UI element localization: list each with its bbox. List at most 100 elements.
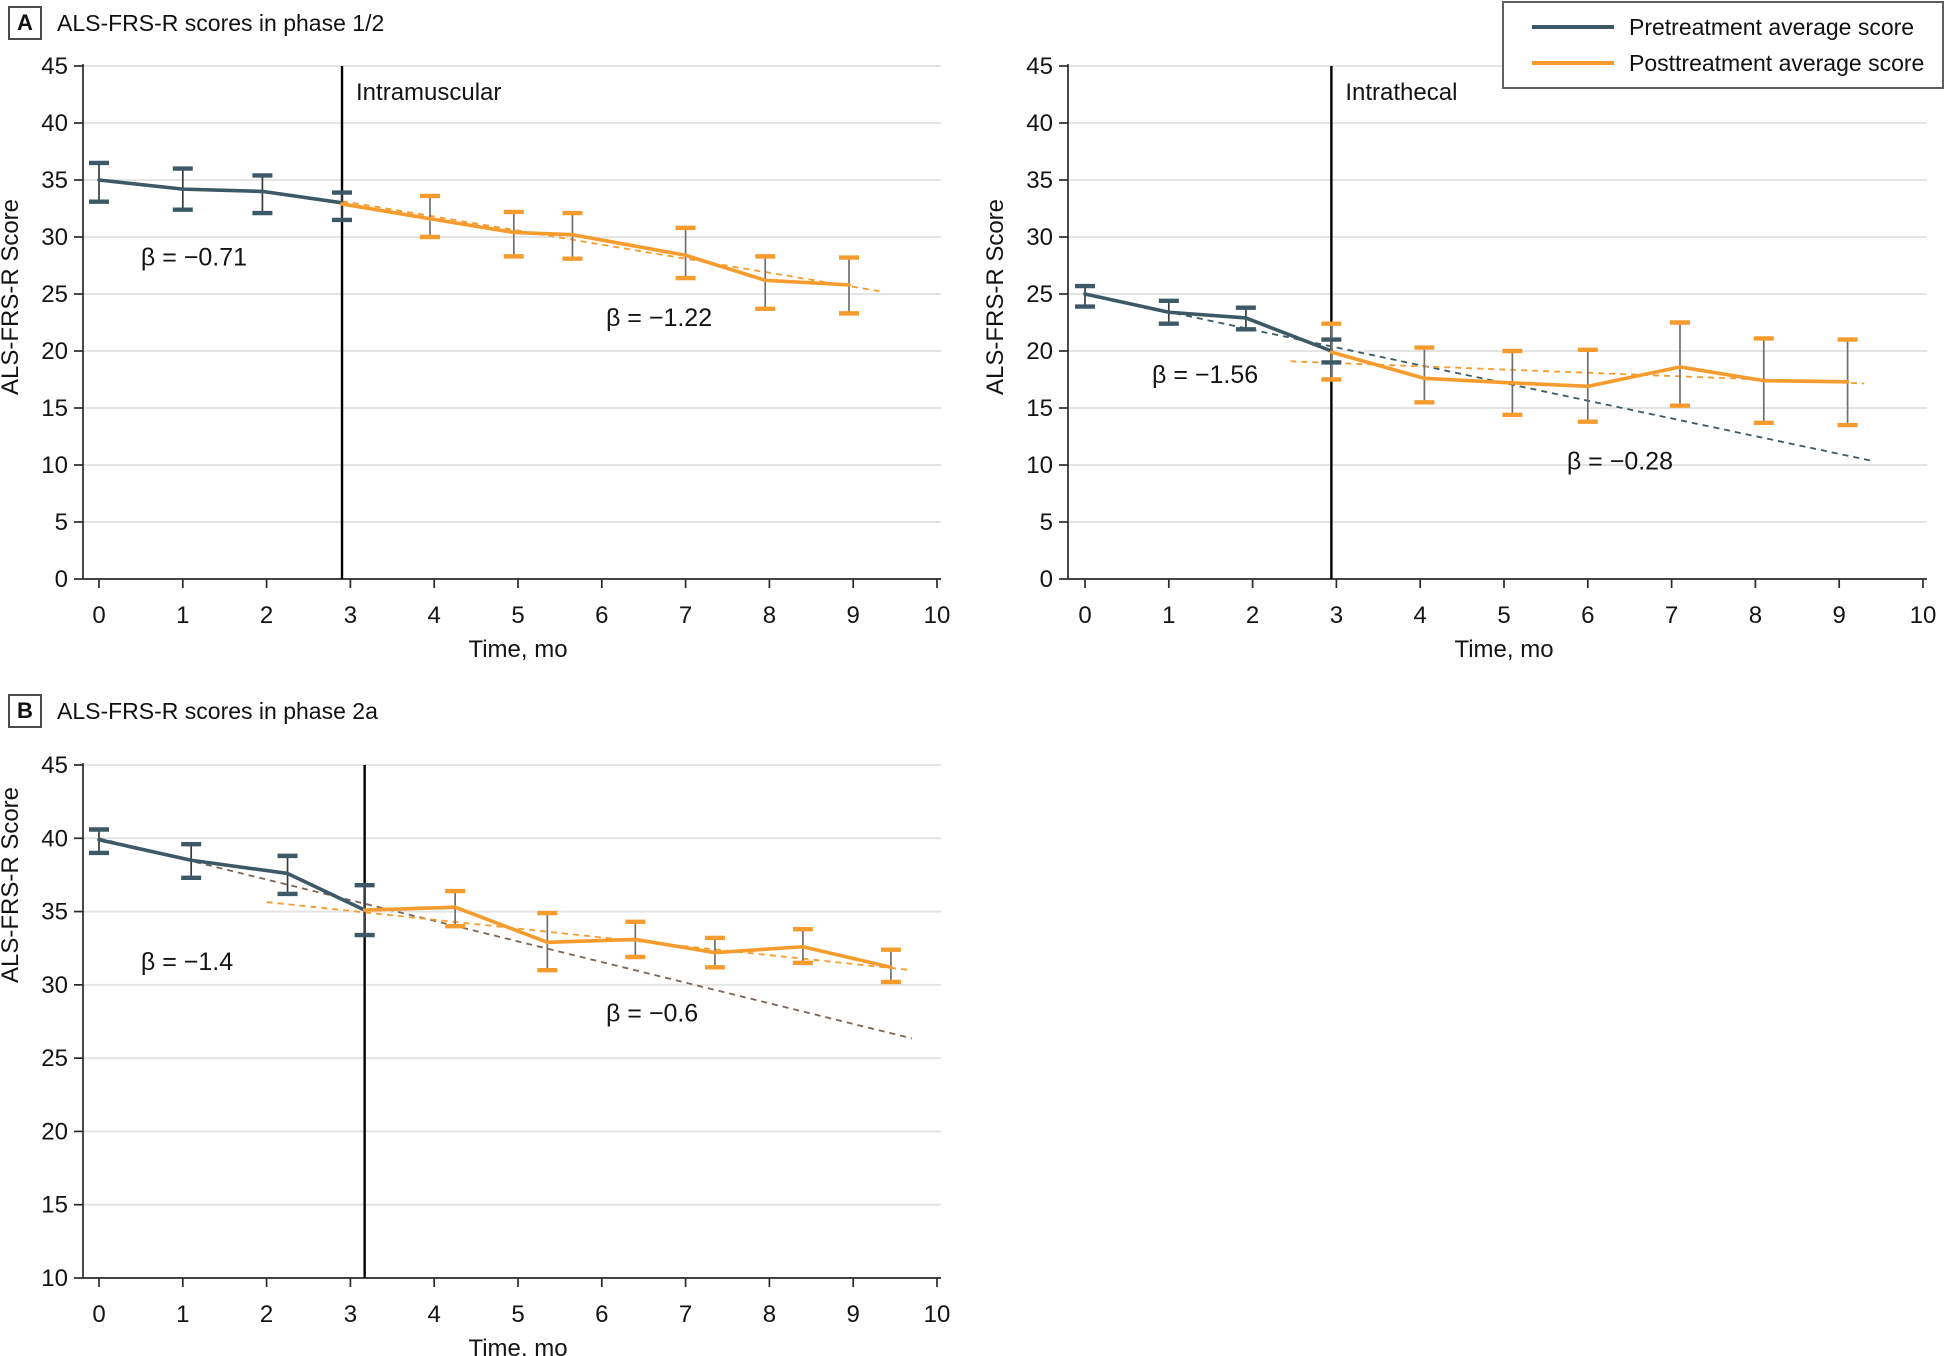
x-tick-label: 2 [1246, 602, 1259, 629]
x-tick-label: 1 [176, 1301, 189, 1328]
y-tick-label: 45 [41, 752, 68, 779]
beta-annotation: β = −1.56 [1152, 361, 1258, 389]
y-tick-label: 35 [41, 167, 68, 194]
y-tick-label: 15 [41, 395, 68, 422]
y-tick-label: 10 [1026, 452, 1053, 479]
x-tick-label: 6 [595, 1301, 608, 1328]
x-tick-label: 1 [1162, 602, 1175, 629]
x-tick-label: 7 [679, 602, 692, 629]
route-label: Intrathecal [1345, 79, 1457, 106]
y-tick-label: 30 [1026, 224, 1053, 251]
y-tick-label: 30 [41, 224, 68, 251]
y-tick-label: 30 [41, 972, 68, 999]
y-tick-label: 15 [41, 1192, 68, 1219]
y-tick-label: 25 [41, 281, 68, 308]
trend-line-post [266, 901, 912, 972]
panel-b-header: B ALS-FRS-R scores in phase 2a [8, 694, 378, 728]
y-tick-label: 10 [41, 1265, 68, 1292]
x-tick-label: 4 [428, 602, 441, 629]
y-tick-label: 20 [41, 338, 68, 365]
y-axis-title: ALS-FRS-R Score [0, 199, 24, 395]
x-axis-title: Time, mo [468, 636, 567, 663]
y-axis-title: ALS-FRS-R Score [0, 787, 24, 983]
y-tick-label: 35 [1026, 167, 1053, 194]
x-tick-label: 8 [763, 1301, 776, 1328]
beta-annotation: β = −0.6 [606, 1000, 698, 1028]
x-tick-label: 8 [763, 602, 776, 629]
route-label: Intramuscular [356, 79, 501, 106]
y-axis-title: ALS-FRS-R Score [982, 199, 1009, 395]
legend-label-posttreatment: Posttreatment average score [1629, 49, 1925, 76]
y-tick-label: 15 [1026, 395, 1053, 422]
y-tick-label: 0 [1040, 566, 1053, 593]
x-tick-label: 7 [1665, 602, 1678, 629]
beta-annotation: β = −1.22 [606, 304, 712, 332]
legend: Pretreatment average score Posttreatment… [1502, 1, 1944, 89]
trend-line-pre [98, 837, 913, 1040]
y-tick-label: 45 [41, 53, 68, 80]
legend-item-pretreatment: Pretreatment average score [1532, 14, 1942, 41]
posttreatment-line-swatch [1532, 61, 1614, 65]
x-axis-title: Time, mo [468, 1335, 567, 1356]
x-tick-label: 9 [847, 602, 860, 629]
legend-item-posttreatment: Posttreatment average score [1532, 50, 1942, 77]
x-axis-title: Time, mo [1454, 636, 1553, 663]
x-tick-label: 10 [924, 602, 951, 629]
x-tick-label: 1 [176, 602, 189, 629]
series-line-pre [1083, 292, 1334, 353]
y-tick-label: 40 [41, 825, 68, 852]
y-tick-label: 45 [1026, 53, 1053, 80]
pretreatment-line-swatch [1532, 25, 1614, 29]
x-tick-label: 2 [260, 602, 273, 629]
y-tick-label: 40 [1026, 110, 1053, 137]
x-tick-label: 7 [679, 1301, 692, 1328]
trend-line-post [341, 200, 883, 293]
y-tick-label: 5 [55, 509, 68, 536]
x-tick-label: 0 [1078, 602, 1091, 629]
x-tick-label: 2 [260, 1301, 273, 1328]
x-tick-label: 6 [1581, 602, 1594, 629]
beta-annotation: β = −1.4 [141, 948, 233, 976]
beta-annotation: β = −0.71 [141, 244, 247, 272]
x-tick-label: 4 [1414, 602, 1427, 629]
x-tick-label: 5 [1497, 602, 1510, 629]
x-tick-label: 0 [92, 1301, 105, 1328]
x-tick-label: 9 [847, 1301, 860, 1328]
x-tick-label: 5 [511, 602, 524, 629]
x-tick-label: 4 [428, 1301, 441, 1328]
x-tick-label: 0 [92, 602, 105, 629]
panel-a-tag: A [8, 6, 42, 40]
y-tick-label: 20 [1026, 338, 1053, 365]
x-tick-label: 6 [595, 602, 608, 629]
y-tick-label: 35 [41, 899, 68, 926]
x-tick-label: 3 [1330, 602, 1343, 629]
series-line-pre [97, 837, 367, 912]
y-tick-label: 0 [55, 566, 68, 593]
panel-a-title: ALS-FRS-R scores in phase 1/2 [57, 9, 385, 36]
y-tick-label: 25 [1026, 281, 1053, 308]
trend-line-pre [1089, 294, 1873, 462]
series-line-post [1329, 350, 1850, 389]
y-tick-label: 25 [41, 1045, 68, 1072]
x-tick-label: 9 [1833, 602, 1846, 629]
panel-b-tag: B [8, 694, 42, 728]
y-tick-label: 5 [1040, 509, 1053, 536]
x-tick-label: 5 [511, 1301, 524, 1328]
x-tick-label: 3 [344, 1301, 357, 1328]
legend-label-pretreatment: Pretreatment average score [1629, 13, 1915, 40]
x-tick-label: 8 [1749, 602, 1762, 629]
y-tick-label: 40 [41, 110, 68, 137]
panel-a-header: A ALS-FRS-R scores in phase 1/2 [8, 6, 384, 40]
panel-b-title: ALS-FRS-R scores in phase 2a [57, 697, 378, 724]
series-line-post [340, 202, 851, 287]
x-tick-label: 10 [924, 1301, 951, 1328]
x-tick-label: 10 [1910, 602, 1937, 629]
series-line-post [362, 905, 893, 970]
y-tick-label: 20 [41, 1118, 68, 1145]
y-tick-label: 10 [41, 452, 68, 479]
series-line-pre [97, 178, 344, 205]
